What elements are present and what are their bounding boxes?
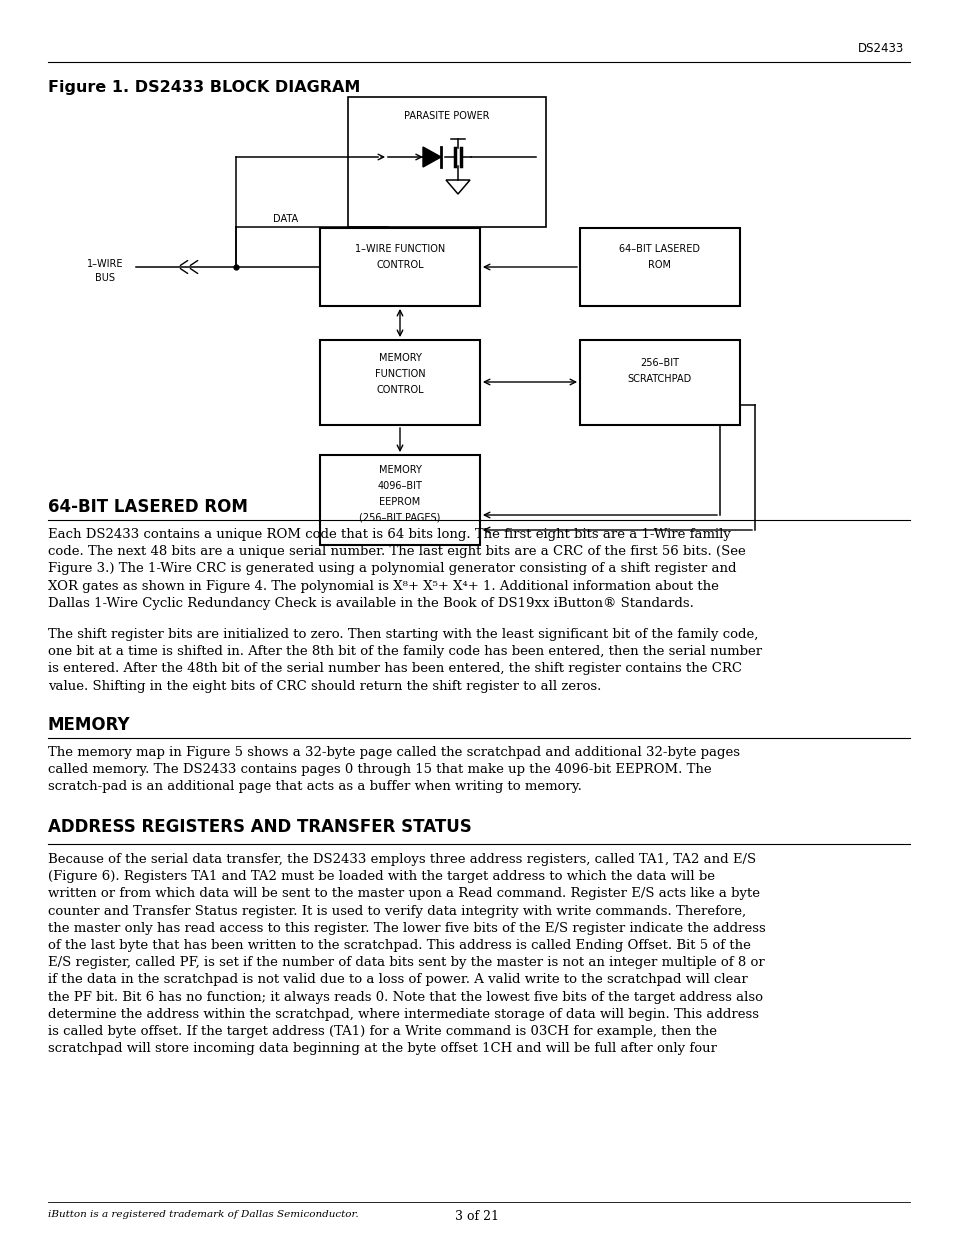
Bar bbox=[579, 340, 740, 425]
Bar bbox=[348, 98, 545, 227]
Text: 3 of 21: 3 of 21 bbox=[455, 1210, 498, 1223]
Text: SCRATCHPAD: SCRATCHPAD bbox=[627, 374, 691, 384]
Bar bbox=[319, 228, 479, 306]
Text: MEMORY: MEMORY bbox=[378, 353, 421, 363]
Text: DATA: DATA bbox=[273, 214, 297, 224]
Text: 4096–BIT: 4096–BIT bbox=[377, 480, 422, 492]
Text: CONTROL: CONTROL bbox=[375, 261, 423, 270]
Text: ADDRESS REGISTERS AND TRANSFER STATUS: ADDRESS REGISTERS AND TRANSFER STATUS bbox=[48, 818, 471, 836]
Text: iButton is a registered trademark of Dallas Semiconductor.: iButton is a registered trademark of Dal… bbox=[48, 1210, 358, 1219]
Text: CONTROL: CONTROL bbox=[375, 385, 423, 395]
Text: Figure 1. DS2433 BLOCK DIAGRAM: Figure 1. DS2433 BLOCK DIAGRAM bbox=[48, 80, 360, 95]
Text: 64–BIT LASERED: 64–BIT LASERED bbox=[618, 245, 700, 254]
Text: The memory map in Figure 5 shows a 32-byte page called the scratchpad and additi: The memory map in Figure 5 shows a 32-by… bbox=[48, 746, 740, 793]
Text: MEMORY: MEMORY bbox=[378, 466, 421, 475]
Text: FUNCTION: FUNCTION bbox=[375, 369, 425, 379]
Text: BUS: BUS bbox=[95, 273, 115, 283]
Text: Because of the serial data transfer, the DS2433 employs three address registers,: Because of the serial data transfer, the… bbox=[48, 853, 765, 1055]
Text: 1–WIRE FUNCTION: 1–WIRE FUNCTION bbox=[355, 245, 445, 254]
Text: EEPROM: EEPROM bbox=[379, 496, 420, 508]
Polygon shape bbox=[422, 147, 440, 167]
Text: MEMORY: MEMORY bbox=[48, 716, 131, 734]
Text: PARASITE POWER: PARASITE POWER bbox=[404, 111, 489, 121]
Text: Each DS2433 contains a unique ROM code that is 64 bits long. The first eight bit: Each DS2433 contains a unique ROM code t… bbox=[48, 529, 745, 610]
Text: ROM: ROM bbox=[648, 261, 671, 270]
Text: (256–BIT PAGES): (256–BIT PAGES) bbox=[359, 513, 440, 522]
Text: The shift register bits are initialized to zero. Then starting with the least si: The shift register bits are initialized … bbox=[48, 629, 761, 693]
Bar bbox=[319, 340, 479, 425]
Text: DS2433: DS2433 bbox=[857, 42, 903, 56]
Bar bbox=[319, 454, 479, 545]
Text: 1–WIRE: 1–WIRE bbox=[87, 259, 123, 269]
Text: 64-BIT LASERED ROM: 64-BIT LASERED ROM bbox=[48, 498, 248, 516]
Text: 256–BIT: 256–BIT bbox=[639, 358, 679, 368]
Bar bbox=[579, 228, 740, 306]
